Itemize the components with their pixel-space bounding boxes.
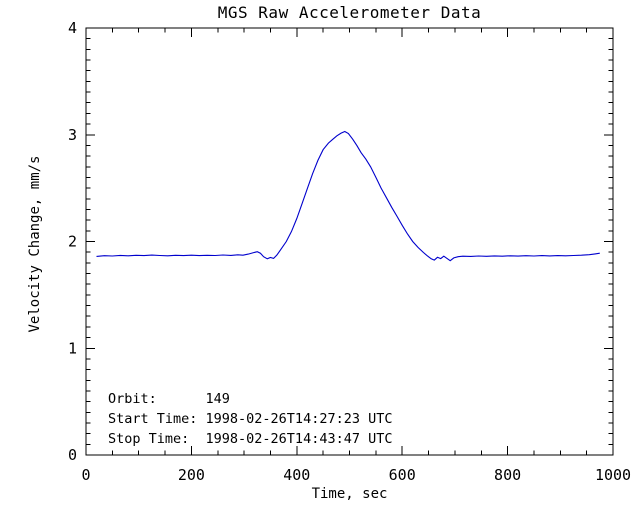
x-axis-label: Time, sec xyxy=(311,486,388,502)
y-axis-label: Velocity Change, mm/s xyxy=(27,155,43,333)
data-line xyxy=(96,130,600,262)
y-tick-label: 4 xyxy=(68,19,77,37)
y-tick-label: 3 xyxy=(68,126,77,144)
plot-axes xyxy=(85,27,614,456)
x-tick-label: 0 xyxy=(81,466,90,484)
annotation-stop-time: Stop Time: 1998-02-26T14:43:47 UTC xyxy=(108,431,393,447)
y-tick-label: 2 xyxy=(68,233,77,251)
x-tick-label: 400 xyxy=(283,466,310,484)
annotation-orbit: Orbit: 149 xyxy=(108,391,230,407)
plot-annotations: Orbit: 149 Start Time: 1998-02-26T14:27:… xyxy=(108,389,392,449)
y-tick-label: 0 xyxy=(68,446,77,464)
tick-labels: 0 200 400 600 800 1000 0 1 2 3 4 xyxy=(68,19,631,484)
annotation-start-time: Start Time: 1998-02-26T14:27:23 UTC xyxy=(108,411,393,427)
y-tick-label: 1 xyxy=(68,339,77,357)
x-tick-label: 200 xyxy=(178,466,205,484)
x-tick-label: 800 xyxy=(494,466,521,484)
x-tick-label: 1000 xyxy=(595,466,631,484)
chart-title: MGS Raw Accelerometer Data xyxy=(217,3,482,22)
x-tick-label: 600 xyxy=(389,466,416,484)
